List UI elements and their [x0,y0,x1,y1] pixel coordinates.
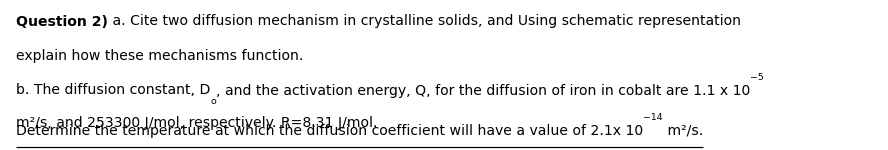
Text: Question 2): Question 2) [16,15,107,28]
Text: −5: −5 [749,72,764,81]
Text: o: o [210,96,216,105]
Text: a. Cite two diffusion mechanism in crystalline solids, and Using schematic repre: a. Cite two diffusion mechanism in cryst… [107,15,741,28]
Text: −14: −14 [642,113,662,122]
Text: m²/s, and 253300 J/mol, respectively. R=8.31 J/mol.: m²/s, and 253300 J/mol, respectively. R=… [16,117,377,130]
Text: Determine the temperature at which the diffusion coefficient will have a value o: Determine the temperature at which the d… [16,124,642,138]
Text: , and the activation energy, Q, for the diffusion of iron in cobalt are 1.1 x 10: , and the activation energy, Q, for the … [216,84,749,98]
Text: m²/s.: m²/s. [662,124,702,138]
Text: explain how these mechanisms function.: explain how these mechanisms function. [16,49,303,63]
Text: b. The diffusion constant, D: b. The diffusion constant, D [16,84,210,98]
